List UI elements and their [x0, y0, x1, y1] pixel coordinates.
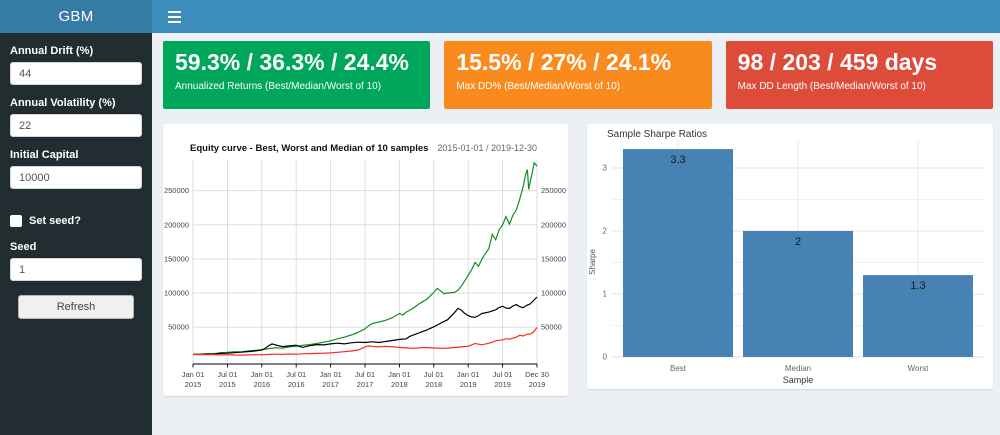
annual-drift-group: Annual Drift (%) — [10, 45, 142, 85]
set-seed-checkbox-row[interactable]: Set seed? — [10, 215, 142, 227]
svg-text:Jan 01: Jan 01 — [182, 370, 205, 379]
svg-text:250000: 250000 — [164, 186, 189, 195]
seed-input[interactable] — [10, 258, 142, 281]
svg-text:Jan 01: Jan 01 — [388, 370, 411, 379]
app-title: GBM — [0, 0, 152, 33]
initial-capital-group: Initial Capital — [10, 149, 142, 189]
equity-series-best — [192, 161, 538, 355]
set-seed-checkbox[interactable] — [10, 215, 22, 227]
sidebar: GBM Annual Drift (%) Annual Volatility (… — [0, 0, 152, 435]
svg-text:Jul 01: Jul 01 — [286, 370, 306, 379]
value-box-row: 59.3% / 36.3% / 24.4% Annualized Returns… — [163, 41, 993, 109]
svg-text:0: 0 — [603, 353, 608, 362]
annual-drift-input[interactable] — [10, 62, 142, 85]
sharpe-ratios-panel: Sample Sharpe Ratios 3.3 2 1.3 0 1 2 3 Best Media… — [587, 124, 993, 389]
hamburger-icon — [167, 10, 181, 13]
charts-row: Equity curve - Best, Worst and Median of… — [163, 124, 993, 396]
max-dd-length-value: 98 / 203 / 459 days — [737, 49, 938, 75]
seed-group: Seed — [10, 241, 142, 281]
svg-text:1: 1 — [603, 290, 608, 299]
svg-text:Jul 01: Jul 01 — [217, 370, 237, 379]
svg-text:100000: 100000 — [164, 289, 189, 298]
svg-text:2: 2 — [795, 236, 801, 248]
svg-text:Median: Median — [785, 364, 811, 373]
svg-text:Best: Best — [670, 364, 687, 373]
equity-series-worst — [192, 327, 538, 356]
svg-text:2016: 2016 — [288, 380, 305, 389]
svg-text:150000: 150000 — [541, 254, 566, 263]
svg-text:2015-01-01 / 2019-12-30: 2015-01-01 / 2019-12-30 — [437, 143, 537, 153]
bar-median — [743, 231, 853, 357]
equity-title-group: Equity curve - Best, Worst and Median of… — [190, 143, 537, 154]
equity-gridlines — [192, 160, 538, 364]
annual-volatility-group: Annual Volatility (%) — [10, 97, 142, 137]
svg-text:2015: 2015 — [185, 380, 202, 389]
svg-text:200000: 200000 — [164, 220, 189, 229]
sharpe-title-group: Sample Sharpe Ratios — [607, 129, 707, 140]
sidebar-toggle-button[interactable] — [152, 0, 196, 33]
svg-text:2016: 2016 — [253, 380, 270, 389]
svg-text:Sample: Sample — [783, 375, 814, 385]
equity-curve-panel: Equity curve - Best, Worst and Median of… — [163, 124, 568, 396]
svg-text:250000: 250000 — [541, 186, 566, 195]
bar-worst — [863, 275, 973, 357]
svg-text:2019: 2019 — [494, 380, 511, 389]
svg-text:Equity curve - Best, Worst and: Equity curve - Best, Worst and Median of… — [190, 143, 428, 154]
svg-text:Jan 01: Jan 01 — [251, 370, 274, 379]
svg-text:150000: 150000 — [164, 254, 189, 263]
svg-text:2019: 2019 — [460, 380, 477, 389]
value-box-max-dd-length: 98 / 203 / 459 days Max DD Length (Best/… — [725, 41, 993, 109]
refresh-button[interactable]: Refresh — [18, 295, 134, 319]
svg-text:3: 3 — [603, 164, 608, 173]
annual-drift-label: Annual Drift (%) — [10, 45, 94, 57]
max-dd-value: 15.5% / 27% / 24.1% — [456, 49, 672, 75]
value-box-annualized-returns: 59.3% / 36.3% / 24.4% Annualized Returns… — [163, 41, 431, 109]
sharpe-bars: 3.3 2 1.3 — [623, 149, 973, 357]
main-content: 59.3% / 36.3% / 24.4% Annualized Returns… — [152, 33, 1000, 435]
annualized-returns-subtitle: Annualized Returns (Best/Median/Worst of… — [175, 80, 382, 92]
bar-best — [623, 149, 733, 357]
annual-volatility-label: Annual Volatility (%) — [10, 97, 116, 109]
svg-text:Jul 01: Jul 01 — [493, 370, 513, 379]
equity-y-axis-labels: 50000 50000 100000 100000 150000 150000 200000… — [164, 186, 566, 331]
svg-text:2: 2 — [603, 227, 608, 236]
svg-text:Worst: Worst — [908, 364, 930, 373]
svg-text:2018: 2018 — [425, 380, 442, 389]
value-box-max-dd: 15.5% / 27% / 24.1% Max DD% (Best/Median… — [444, 41, 712, 109]
svg-text:Jul 01: Jul 01 — [355, 370, 375, 379]
svg-text:2018: 2018 — [391, 380, 408, 389]
seed-label: Seed — [10, 241, 37, 253]
svg-text:50000: 50000 — [168, 323, 189, 332]
svg-text:Sample Sharpe Ratios: Sample Sharpe Ratios — [607, 129, 707, 140]
svg-text:50000: 50000 — [541, 323, 562, 332]
set-seed-label: Set seed? — [29, 215, 81, 227]
svg-text:2015: 2015 — [219, 380, 236, 389]
svg-text:2017: 2017 — [357, 380, 374, 389]
svg-text:Dec 30: Dec 30 — [525, 370, 549, 379]
sharpe-axes-labels: 0 1 2 3 Best Median Worst Sample Sharpe — [588, 164, 929, 386]
initial-capital-input[interactable] — [10, 166, 142, 189]
svg-text:100000: 100000 — [541, 289, 566, 298]
svg-text:200000: 200000 — [541, 220, 566, 229]
svg-text:Jan 01: Jan 01 — [319, 370, 342, 379]
annualized-returns-value: 59.3% / 36.3% / 24.4% — [175, 49, 409, 75]
svg-text:3.3: 3.3 — [670, 154, 685, 166]
initial-capital-label: Initial Capital — [10, 149, 79, 161]
annual-volatility-input[interactable] — [10, 114, 142, 137]
equity-series-median — [192, 296, 538, 356]
max-dd-subtitle: Max DD% (Best/Median/Worst of 10) — [456, 80, 621, 92]
svg-text:1.3: 1.3 — [910, 280, 925, 292]
max-dd-length-subtitle: Max DD Length (Best/Median/Worst of 10) — [737, 80, 926, 92]
svg-text:Jul 01: Jul 01 — [424, 370, 444, 379]
svg-text:2017: 2017 — [322, 380, 339, 389]
svg-text:Jan 01: Jan 01 — [457, 370, 480, 379]
top-header-bar — [152, 0, 1000, 33]
sharpe-bar-chart: Sample Sharpe Ratios 3.3 2 1.3 0 1 2 3 Best Media… — [588, 129, 985, 386]
svg-text:Sharpe: Sharpe — [588, 249, 597, 275]
equity-curve-chart: Equity curve - Best, Worst and Median of… — [164, 143, 566, 389]
svg-text:2019: 2019 — [529, 380, 546, 389]
